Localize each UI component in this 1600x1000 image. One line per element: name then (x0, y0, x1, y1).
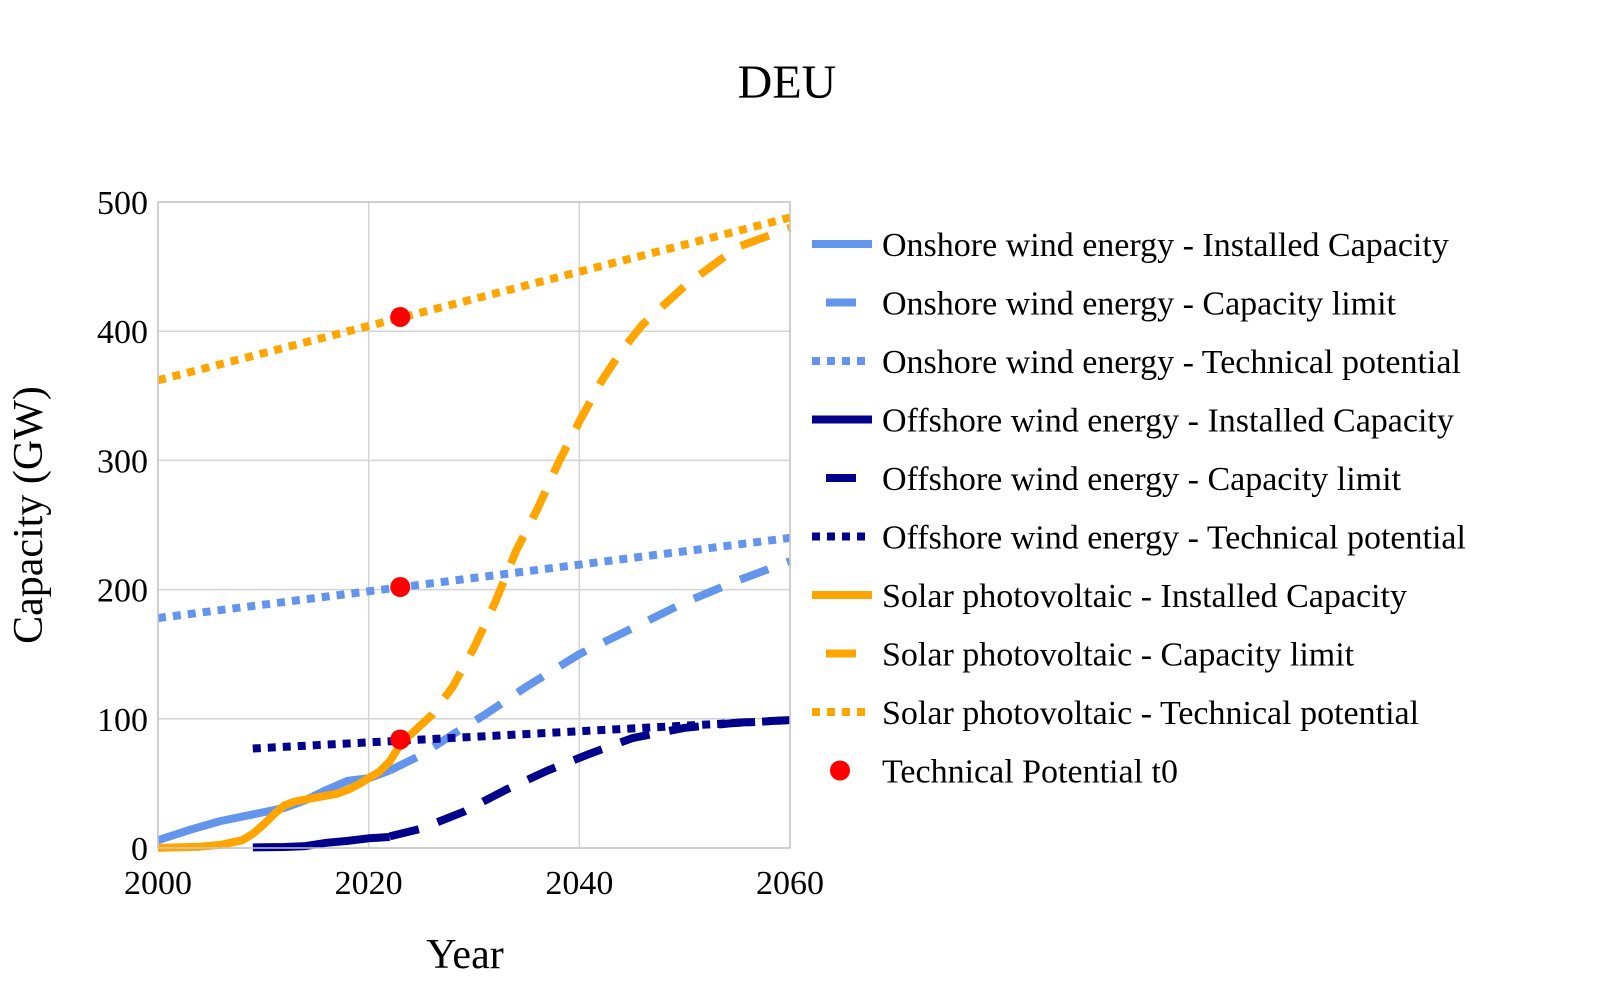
grid (157, 201, 791, 849)
x-tick-label: 2040 (545, 865, 613, 902)
legend-swatch-marker (830, 760, 850, 781)
series-line-onshore-wind-energy-capacity-limit (387, 557, 792, 775)
chart-title: DEU (738, 56, 837, 109)
legend-label: Technical Potential t0 (882, 754, 1178, 791)
legend-label: Offshore wind energy - Installed Capacit… (882, 403, 1454, 440)
legend-label: Solar photovoltaic - Installed Capacity (882, 578, 1407, 615)
legend-label: Onshore wind energy - Technical potentia… (882, 344, 1461, 381)
y-tick-label: 200 (97, 573, 148, 610)
y-tick-label: 300 (97, 443, 148, 480)
plot-frame (157, 201, 791, 849)
y-tick-labels: 0 100 200 300 400 500 (97, 185, 148, 868)
x-tick-label: 2000 (124, 865, 192, 902)
legend-label: Onshore wind energy - Installed Capacity (882, 227, 1449, 264)
x-tick-labels: 2000 2020 2040 2060 (124, 865, 824, 902)
series-line-offshore-wind-energy-capacity-limit (388, 716, 791, 841)
technical-potential-marker (390, 729, 411, 750)
x-axis-title: Year (426, 932, 503, 978)
legend-label: Offshore wind energy - Capacity limit (882, 461, 1402, 498)
y-tick-label: 400 (97, 314, 148, 351)
y-axis-title: Capacity (GW) (6, 386, 52, 644)
technical-potential-marker (390, 577, 411, 598)
technical-potential-marker (390, 306, 411, 327)
legend-label: Offshore wind energy - Technical potenti… (882, 520, 1466, 557)
y-tick-label: 100 (97, 702, 148, 739)
legend-label: Solar photovoltaic - Technical potential (882, 695, 1419, 732)
series-line-solar-photovoltaic-capacity-limit (408, 224, 792, 738)
series-line-solar-photovoltaic-technical-potential (157, 213, 791, 385)
series-line-onshore-wind-energy-installed-capacity (156, 766, 392, 845)
x-tick-label: 2020 (335, 865, 403, 902)
series-line-offshore-wind-energy-installed-capacity (252, 833, 390, 852)
x-tick-label: 2060 (756, 865, 824, 902)
y-tick-label: 500 (97, 185, 148, 222)
series-layer (156, 213, 792, 852)
legend: Onshore wind energy - Installed Capacity… (812, 227, 1466, 791)
legend-label: Solar photovoltaic - Capacity limit (882, 637, 1355, 674)
series-line-solar-photovoltaic-installed-capacity (157, 731, 414, 852)
y-tick-label: 0 (131, 831, 148, 868)
legend-label: Onshore wind energy - Capacity limit (882, 286, 1397, 323)
series-line-onshore-wind-energy-technical-potential (157, 533, 791, 622)
series-line-offshore-wind-energy-technical-potential (252, 716, 791, 753)
